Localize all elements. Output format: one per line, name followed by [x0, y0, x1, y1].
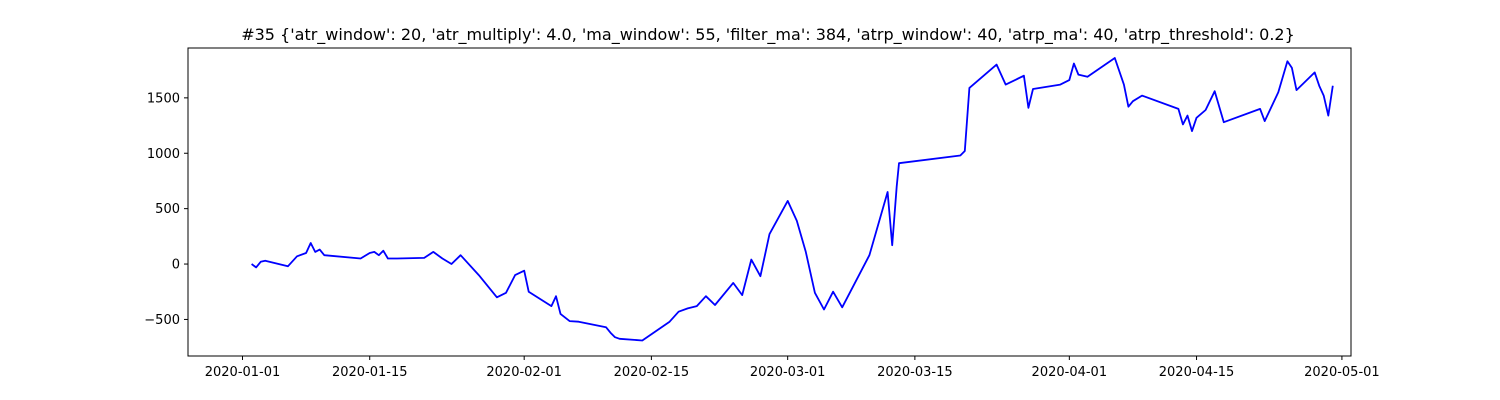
y-tick-label: 0 — [172, 258, 180, 273]
series-line — [251, 57, 1334, 342]
x-tick-label: 2020-03-15 — [877, 365, 953, 380]
chart-title: #35 {'atr_window': 20, 'atr_multiply': 4… — [241, 25, 1295, 45]
x-tick-label: 2020-05-01 — [1304, 365, 1380, 380]
x-axis: 2020-01-01 2020-01-15 2020-02-01 2020-02-15… — [205, 356, 1380, 380]
x-tick-label: 2020-02-15 — [614, 365, 690, 380]
y-axis: −500 0 500 1000 1500 — [144, 91, 188, 328]
x-tick-label: 2020-02-01 — [486, 365, 562, 380]
x-tick-label: 2020-03-01 — [750, 365, 826, 380]
y-tick-label: 1000 — [147, 147, 180, 162]
x-tick-label: 2020-01-15 — [332, 365, 408, 380]
y-tick-label: 500 — [155, 202, 180, 217]
plot-frame — [187, 47, 1352, 357]
x-tick-label: 2020-04-15 — [1159, 365, 1235, 380]
x-tick-label: 2020-04-01 — [1032, 365, 1108, 380]
y-tick-label: −500 — [144, 313, 180, 328]
y-tick-label: 1500 — [147, 91, 180, 106]
x-tick-label: 2020-01-01 — [205, 365, 281, 380]
